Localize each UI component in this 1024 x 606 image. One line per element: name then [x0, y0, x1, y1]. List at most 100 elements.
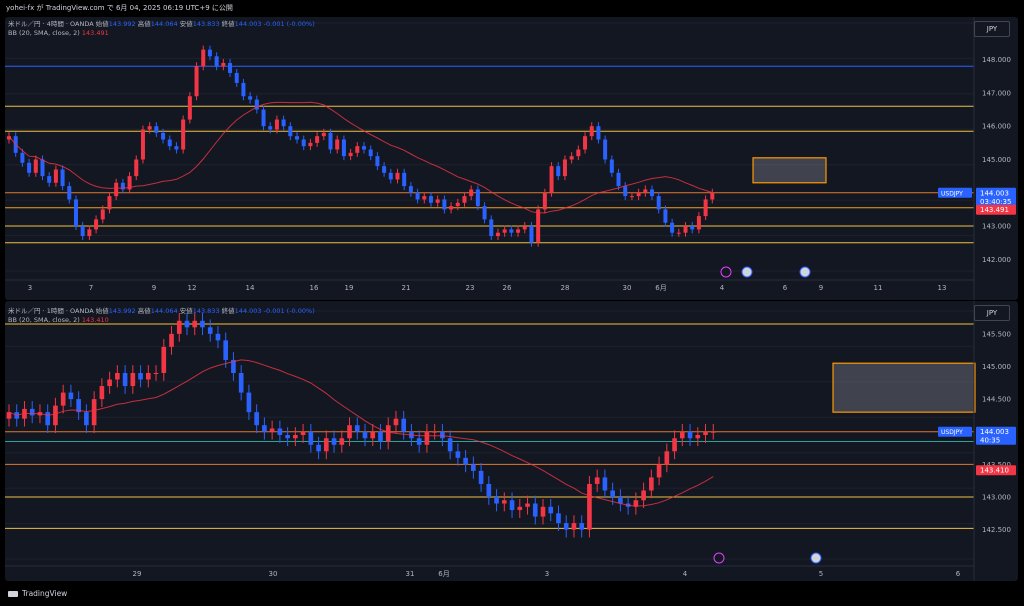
candle	[447, 438, 453, 452]
candle	[623, 186, 628, 197]
candle	[522, 226, 527, 230]
legend-open: 143.992	[108, 307, 136, 315]
bb-tag-label: 143.410	[980, 467, 1009, 475]
candle	[76, 399, 81, 413]
candle	[33, 159, 38, 173]
candle	[184, 320, 190, 328]
candle	[262, 425, 267, 432]
legend-high-label: 高値	[137, 20, 151, 28]
candle	[348, 152, 353, 157]
candle	[223, 340, 229, 360]
candle	[509, 500, 515, 511]
candle	[138, 373, 143, 380]
candle	[153, 373, 159, 374]
candle	[161, 132, 166, 140]
candle	[187, 96, 192, 120]
candle	[60, 169, 65, 187]
candle	[47, 176, 52, 183]
candle	[469, 189, 474, 197]
tradingview-logo-icon	[8, 591, 18, 597]
currency-button[interactable]: JPY	[974, 21, 1010, 37]
symbol-tag	[938, 426, 972, 437]
candle	[486, 483, 492, 497]
candle	[536, 209, 541, 243]
legend-high: 144.064	[150, 20, 178, 28]
candle	[176, 320, 182, 334]
candle	[154, 126, 159, 133]
candle	[556, 513, 561, 524]
us-flag-event-icon	[741, 266, 753, 278]
y-tick-label: 145.500	[982, 330, 1011, 338]
symbol-tag-label: USDJPY	[941, 190, 963, 197]
candle	[234, 72, 239, 83]
us-flag-event-icon	[810, 552, 822, 564]
publish-header: yohei-fx が TradingView.com で 6月 04, 2025…	[0, 0, 1024, 16]
candle	[246, 392, 252, 413]
candle	[295, 136, 300, 140]
chart-panel-4h[interactable]: 米ドル／円 · 4時間 · OANDA 始値143.992 高値144.064 …	[5, 17, 1018, 300]
legend-high-label: 高値	[137, 307, 151, 315]
y-tick-label: 142.500	[982, 526, 1011, 534]
y-tick-label: 146.000	[982, 123, 1011, 131]
candle	[60, 392, 66, 406]
candle	[140, 129, 145, 160]
candle	[201, 49, 206, 67]
currency-button[interactable]: JPY	[974, 305, 1010, 321]
candle	[442, 199, 447, 210]
publish-header-text: yohei-fx が TradingView.com で 6月 04, 2025…	[6, 4, 233, 12]
candle	[517, 506, 523, 511]
legend-low-label: 安値	[179, 20, 193, 28]
candle	[594, 477, 600, 484]
candle	[482, 206, 487, 220]
candle	[643, 189, 648, 193]
candle	[269, 428, 275, 432]
candle	[382, 166, 387, 173]
target-zone-box	[752, 157, 827, 184]
candle	[571, 523, 577, 530]
candle	[316, 444, 321, 452]
candle	[214, 56, 219, 67]
candle	[362, 431, 368, 439]
candle	[401, 418, 407, 432]
footer-brand[interactable]: TradingView	[22, 589, 68, 598]
target-zone-box	[832, 362, 976, 413]
x-tick-label: 31	[406, 570, 415, 578]
legend-open-label: 始値	[95, 20, 109, 28]
x-tick-label: 6月	[655, 284, 666, 292]
chart-panel-1h[interactable]: 米ドル／円 · 1時間 · OANDA 始値143.992 高値144.064 …	[5, 301, 1018, 581]
candle	[215, 333, 221, 341]
candle	[703, 431, 708, 435]
candle	[122, 373, 128, 387]
legend-low: 143.833	[192, 307, 220, 315]
candle	[415, 192, 420, 200]
candle	[107, 379, 112, 387]
x-tick-label: 26	[503, 284, 512, 292]
candle	[501, 500, 507, 504]
candle	[576, 149, 581, 157]
candle	[277, 428, 283, 435]
candle	[370, 431, 376, 439]
legend-close-label: 終値	[221, 307, 235, 315]
legend-low: 143.833	[192, 20, 220, 28]
candle	[161, 346, 167, 373]
candle	[596, 126, 601, 140]
candle	[710, 192, 715, 200]
x-tick-label: 14	[246, 284, 255, 292]
y-tick-label: 143.000	[982, 494, 1011, 502]
x-tick-label: 11	[874, 284, 883, 292]
y-tick-label: 145.000	[982, 156, 1011, 164]
candle	[475, 189, 480, 207]
candle	[6, 412, 12, 419]
candle	[167, 139, 172, 147]
candle	[68, 392, 74, 400]
x-tick-label: 5	[819, 570, 823, 578]
candle	[268, 126, 273, 130]
candle	[609, 159, 614, 173]
candle	[670, 222, 675, 233]
y-tick-label: 144.500	[982, 396, 1011, 404]
y-tick-label: 143.500	[982, 461, 1011, 469]
candle	[221, 62, 226, 67]
candle	[20, 152, 25, 163]
candle	[27, 162, 32, 173]
bb-value: 143.491	[81, 29, 109, 37]
